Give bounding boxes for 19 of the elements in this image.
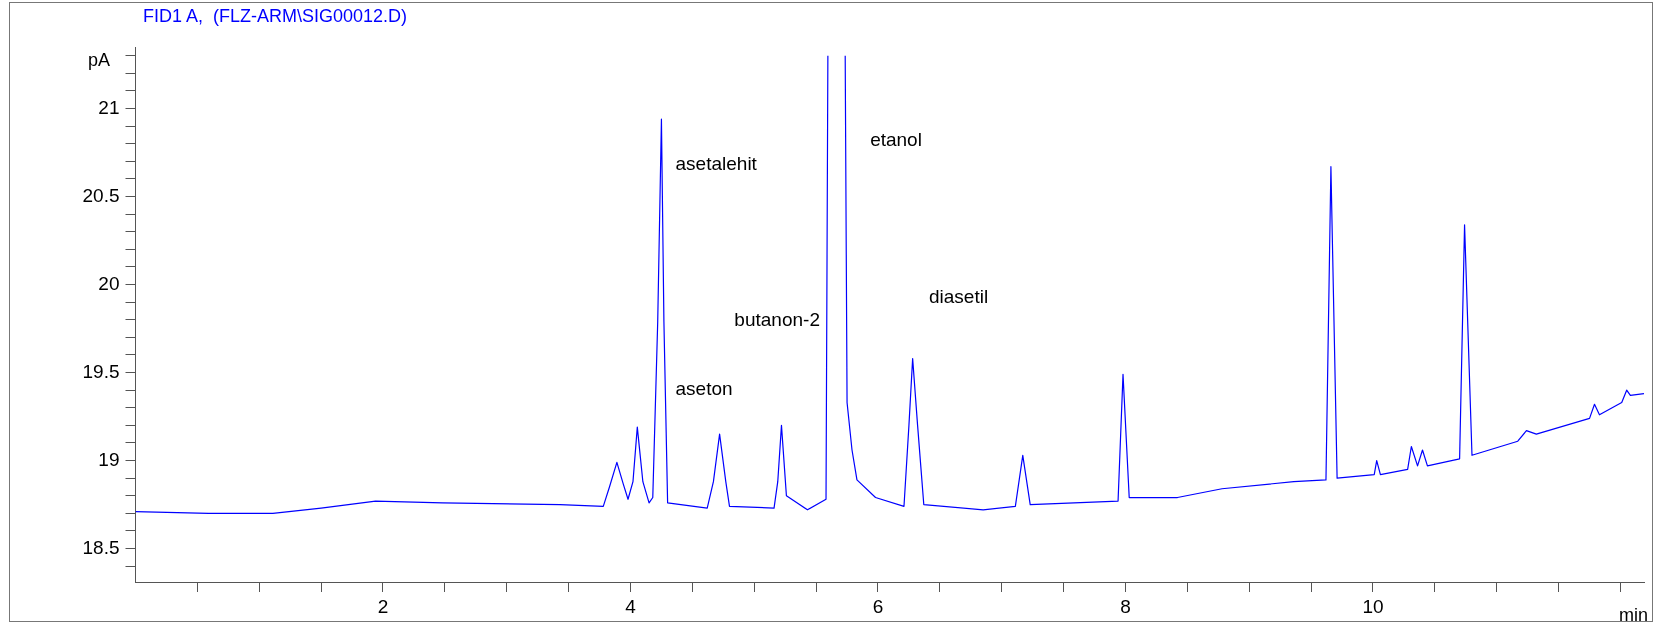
y-tick-label: 20 <box>98 272 120 294</box>
y-tick-label: 19 <box>98 448 120 470</box>
y-tick-label: 18.5 <box>82 536 120 558</box>
x-tick-label: 2 <box>377 595 389 617</box>
chart-title: FID1 A, (FLZ-ARM\SIG00012.D) <box>143 6 408 27</box>
annotation: diasetil <box>928 286 989 308</box>
x-tick-label: 10 <box>1362 595 1384 617</box>
annotation: asetalehit <box>675 152 758 174</box>
x-tick-label: 4 <box>625 595 637 617</box>
x-axis-title: min <box>1618 605 1648 626</box>
y-tick-label: 19.5 <box>82 360 120 382</box>
annotation: aseton <box>675 378 733 400</box>
x-tick-label: 6 <box>872 595 884 617</box>
y-tick-label: 20.5 <box>82 184 120 206</box>
x-tick-label: 8 <box>1120 595 1131 617</box>
annotation: etanol <box>870 129 922 151</box>
y-axis-title: pA <box>88 50 111 71</box>
annotation: butanon-2 <box>734 308 820 330</box>
y-tick-label: 21 <box>98 96 120 118</box>
